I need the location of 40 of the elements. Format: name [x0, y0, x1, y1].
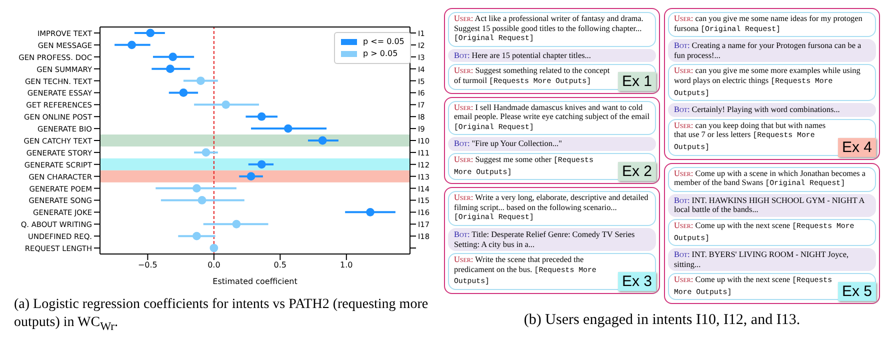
point: [166, 64, 174, 74]
point: [128, 40, 136, 50]
point: [257, 160, 266, 169]
text: Bot: Creating a name for your Protogen fursona can be a fun process!...: [668, 39, 876, 62]
point: [192, 232, 201, 240]
point: [202, 148, 210, 157]
point: [210, 244, 218, 252]
point: [257, 112, 266, 121]
legend-label: p <= 0.05: [363, 36, 404, 48]
point: [168, 52, 178, 62]
text: Bot: INT. HAWKINS HIGH SCHOOL GYM - NIGHT A local battle of the bands...: [668, 194, 876, 217]
point: [246, 172, 256, 181]
text: Ex 1: [618, 72, 656, 91]
point: [222, 100, 230, 109]
text: Ex 4: [838, 138, 876, 157]
x-axis-title: Estimated coefficient: [212, 277, 298, 286]
point: [198, 196, 206, 204]
text: Bot: Title: Desperate Relief Genre: Comedy TV Series Setting: A city bus in a...: [448, 228, 656, 252]
point: [232, 220, 241, 228]
text: Bot: Here are 15 potential chapter titles...: [448, 48, 656, 62]
legend-label: p > 0.05: [363, 48, 398, 60]
text: Bot: Certainly! Playing with word combinations...: [668, 103, 876, 117]
x-tick-label: 1.0: [340, 260, 353, 270]
point: [318, 136, 327, 145]
text: (a) Logistic regression coefficients for intents vs PATH2 (requesting more outputs) in WC$_{Wr}$.: [13, 296, 430, 335]
point: [284, 124, 292, 133]
x-tick-label: −0.5: [138, 260, 158, 270]
text: Bot: INT. BYERS' LIVING ROOM - NIGHT Joyce, sitting...: [668, 248, 876, 272]
text: (b) Users engaged in intents I10, I12, and I13.: [522, 312, 802, 330]
text: Ex 5: [838, 282, 876, 302]
point: [146, 28, 155, 38]
point: [179, 88, 188, 97]
point: [192, 184, 201, 192]
point: [366, 208, 374, 216]
x-tick-label: 0.0: [208, 260, 220, 270]
text: Ex 2: [618, 162, 656, 182]
text: Ex 3: [618, 272, 656, 291]
point: [196, 76, 205, 85]
x-tick-label: 0.5: [274, 260, 287, 270]
text: Bot: "Fire up Your Collection...": [448, 137, 656, 151]
